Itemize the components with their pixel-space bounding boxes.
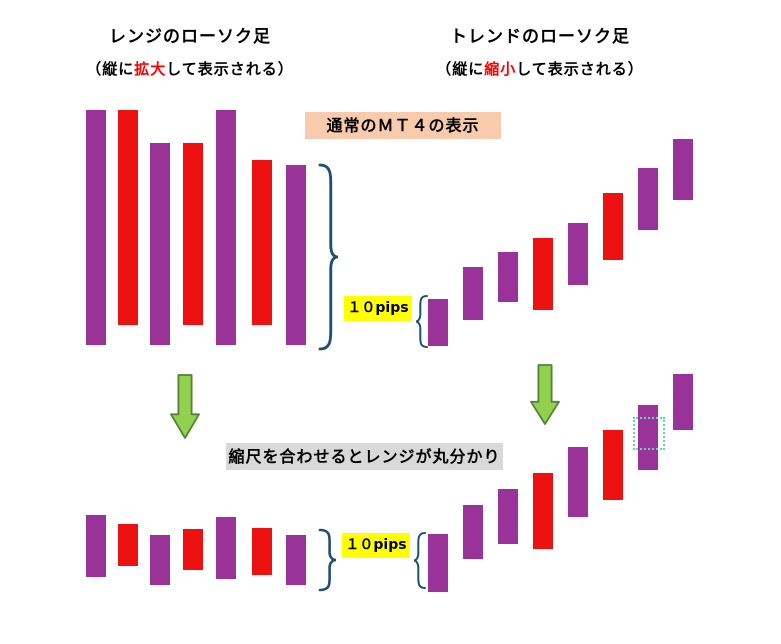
brace <box>318 163 339 351</box>
left-heading: レンジのローソク足 <box>109 27 271 47</box>
trend-candles-matched-bar <box>603 430 623 500</box>
brace <box>413 532 426 589</box>
right-subheading-highlight: 縮小 <box>484 60 517 78</box>
trend-candles-matched-bar <box>673 374 693 430</box>
range-candles-matched-bar <box>150 535 170 585</box>
range-candles-matched-bar <box>252 528 272 575</box>
trend-candles-mt4-bar <box>428 299 448 346</box>
range-candles-mt4-bar <box>183 143 203 325</box>
range-candles-matched-bar <box>86 515 106 577</box>
trend-candles-matched-bar <box>428 534 448 592</box>
left-subheading-highlight: 拡大 <box>134 60 167 78</box>
trend-candles-matched-bar <box>463 505 483 559</box>
right-subheading-prefix: （縦に <box>436 60 485 78</box>
right-heading: トレンドのローソク足 <box>450 27 630 47</box>
range-candles-mt4-bar <box>216 110 236 345</box>
pips-selection-box <box>633 417 665 450</box>
down-arrow <box>530 364 560 425</box>
trend-candles-matched-bar <box>533 473 553 549</box>
trend-candles-mt4-bar <box>603 193 623 260</box>
normal-display-label: 通常のＭＴ４の表示 <box>305 112 501 139</box>
range-candles-mt4-bar <box>252 160 272 325</box>
range-candles-mt4-bar <box>118 110 138 325</box>
range-candles-mt4-bar <box>286 165 306 345</box>
trend-candles-matched-bar <box>498 489 518 544</box>
range-candles-matched-bar <box>183 529 203 570</box>
pips-label-top: １０pips <box>344 296 412 321</box>
trend-candles-mt4-bar <box>568 223 588 285</box>
trend-candles-mt4-bar <box>463 267 483 320</box>
brace <box>415 295 428 348</box>
range-candles-matched-bar <box>286 535 306 585</box>
trend-candles-mt4-bar <box>673 139 693 200</box>
right-subheading-suffix: して表示される） <box>516 60 644 78</box>
trend-candles-matched-bar <box>568 447 588 517</box>
pips-label-bottom: １０pips <box>342 533 410 558</box>
trend-candles-mt4-bar <box>533 238 553 310</box>
left-subheading-suffix: して表示される） <box>166 60 294 78</box>
trend-candles-mt4-bar <box>498 252 518 302</box>
right-subheading: （縦に縮小して表示される） <box>385 58 695 79</box>
left-subheading-prefix: （縦に <box>86 60 135 78</box>
down-arrow <box>170 374 200 439</box>
matched-scale-label: 縮尺を合わせるとレンジが丸分かり <box>226 443 503 470</box>
trend-candles-mt4-bar <box>638 168 658 230</box>
range-candles-mt4-bar <box>86 110 106 345</box>
trend-candles-matched-bar <box>638 405 658 470</box>
left-subheading: （縦に拡大して表示される） <box>35 58 345 79</box>
range-candles-matched-bar <box>216 517 236 579</box>
range-candles-mt4-bar <box>150 143 170 345</box>
range-candles-matched-bar <box>118 524 138 566</box>
brace <box>318 528 337 592</box>
